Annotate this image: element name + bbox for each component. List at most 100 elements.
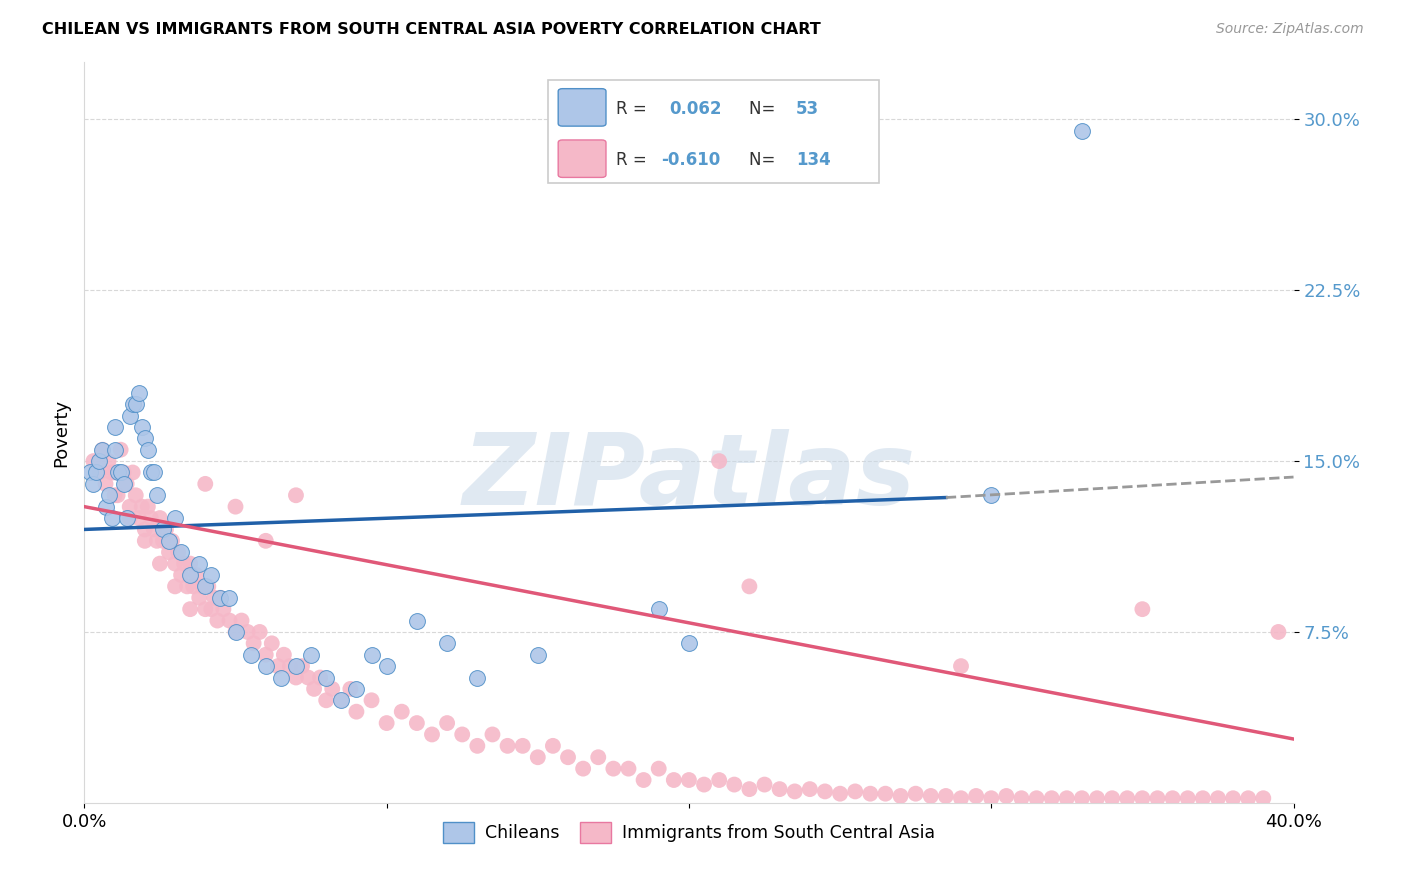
- Point: [1085, 791, 1108, 805]
- Legend: Chileans, Immigrants from South Central Asia: Chileans, Immigrants from South Central …: [436, 814, 942, 850]
- Point: [709, 454, 731, 468]
- Point: [678, 636, 700, 650]
- Point: [125, 488, 148, 502]
- Point: [131, 420, 153, 434]
- Point: [467, 671, 489, 685]
- Point: [346, 681, 368, 696]
- Point: [112, 476, 135, 491]
- Point: [149, 511, 172, 525]
- Point: [94, 500, 117, 514]
- Point: [346, 705, 368, 719]
- Point: [375, 659, 398, 673]
- Point: [165, 511, 187, 525]
- Point: [212, 602, 235, 616]
- Point: [844, 784, 866, 798]
- Point: [239, 648, 262, 662]
- Point: [118, 511, 141, 525]
- Text: R =: R =: [616, 152, 652, 169]
- Point: [179, 557, 201, 571]
- Point: [965, 789, 987, 803]
- Point: [360, 693, 382, 707]
- Point: [330, 693, 353, 707]
- Point: [115, 476, 138, 491]
- Point: [995, 789, 1018, 803]
- Point: [179, 602, 201, 616]
- Point: [176, 579, 198, 593]
- Point: [1146, 791, 1168, 805]
- Text: R =: R =: [616, 100, 652, 118]
- Point: [273, 648, 295, 662]
- FancyBboxPatch shape: [558, 140, 606, 178]
- Point: [285, 659, 308, 673]
- Point: [481, 727, 503, 741]
- Point: [309, 671, 332, 685]
- Point: [1177, 791, 1199, 805]
- Point: [678, 772, 700, 787]
- Text: ZIPatlas: ZIPatlas: [463, 428, 915, 525]
- Point: [146, 533, 169, 548]
- Point: [89, 454, 111, 468]
- Point: [115, 511, 138, 525]
- Point: [91, 442, 114, 457]
- Point: [1161, 791, 1184, 805]
- Point: [738, 579, 761, 593]
- Point: [91, 442, 114, 457]
- Point: [391, 705, 413, 719]
- Point: [146, 488, 169, 502]
- Point: [321, 681, 343, 696]
- Point: [254, 648, 277, 662]
- Point: [167, 545, 190, 559]
- FancyBboxPatch shape: [548, 80, 879, 183]
- Point: [330, 693, 353, 707]
- Point: [814, 784, 837, 798]
- Text: -0.610: -0.610: [661, 152, 720, 169]
- Point: [799, 782, 821, 797]
- Point: [107, 466, 129, 480]
- Point: [157, 533, 180, 548]
- Point: [104, 488, 127, 502]
- Point: [218, 591, 240, 605]
- Point: [160, 533, 183, 548]
- Point: [451, 727, 474, 741]
- Point: [82, 476, 104, 491]
- Point: [830, 787, 852, 801]
- Point: [297, 671, 319, 685]
- Point: [1130, 791, 1153, 805]
- Point: [1011, 791, 1033, 805]
- Point: [572, 762, 595, 776]
- Point: [285, 488, 308, 502]
- Point: [181, 579, 204, 593]
- Point: [194, 579, 217, 593]
- Point: [136, 442, 159, 457]
- Text: Source: ZipAtlas.com: Source: ZipAtlas.com: [1216, 22, 1364, 37]
- Point: [155, 523, 177, 537]
- Point: [270, 671, 292, 685]
- Point: [202, 591, 225, 605]
- Point: [254, 659, 277, 673]
- Point: [94, 476, 117, 491]
- Point: [1267, 624, 1289, 639]
- Point: [1056, 791, 1078, 805]
- Point: [783, 784, 806, 798]
- Point: [980, 791, 1002, 805]
- Point: [648, 762, 671, 776]
- Point: [139, 466, 162, 480]
- Point: [693, 778, 716, 792]
- Point: [236, 624, 259, 639]
- Point: [291, 659, 314, 673]
- Point: [557, 750, 579, 764]
- Text: 0.062: 0.062: [669, 100, 721, 118]
- Point: [186, 568, 208, 582]
- Point: [527, 750, 550, 764]
- Point: [723, 778, 745, 792]
- Point: [149, 557, 172, 571]
- Text: N=: N=: [749, 152, 780, 169]
- Point: [1222, 791, 1244, 805]
- Point: [225, 500, 247, 514]
- Y-axis label: Poverty: Poverty: [52, 399, 70, 467]
- Point: [82, 454, 104, 468]
- Point: [935, 789, 957, 803]
- Point: [1253, 791, 1275, 805]
- Point: [142, 523, 165, 537]
- Point: [188, 591, 211, 605]
